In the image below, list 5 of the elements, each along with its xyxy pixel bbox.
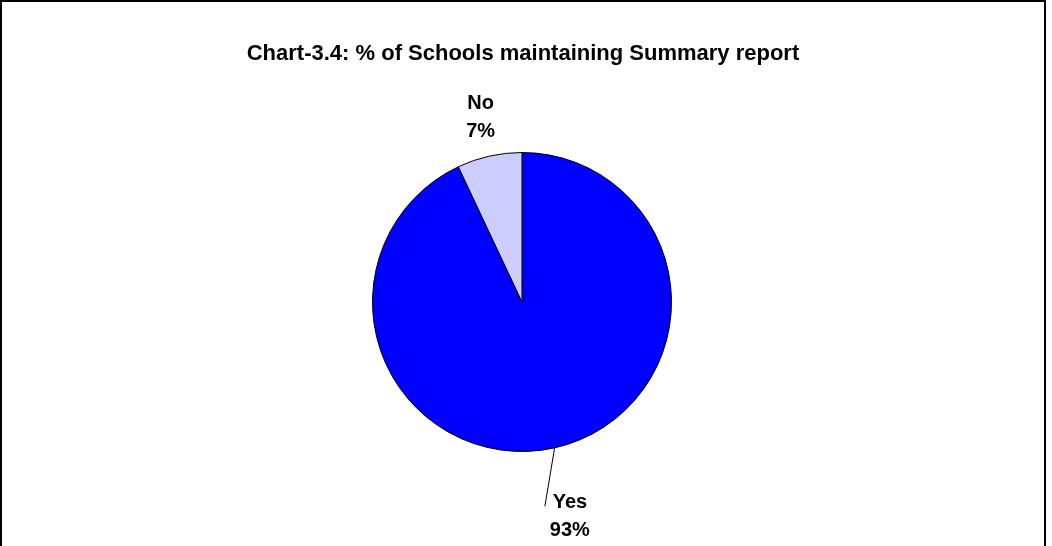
- slice-label: No: [467, 90, 494, 113]
- slice-label: Yes: [552, 489, 588, 512]
- data-label: 7%: [466, 118, 496, 141]
- chart-title: Chart-3.4: % of Schools maintaining Summary report: [245, 40, 801, 66]
- data-label: 93%: [549, 517, 591, 540]
